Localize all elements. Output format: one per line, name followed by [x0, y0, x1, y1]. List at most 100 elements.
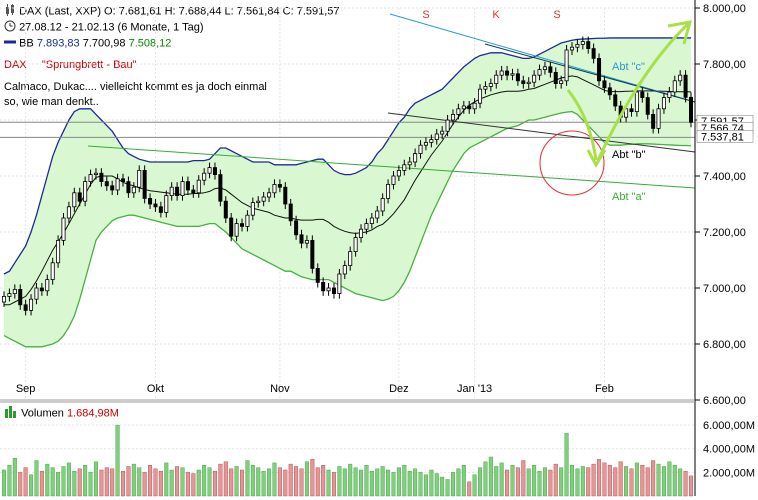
candles: [2, 36, 694, 316]
candle-body: [494, 74, 499, 84]
volume-bar: [472, 474, 477, 497]
volume-bar: [450, 472, 455, 497]
volume-bar: [537, 470, 542, 497]
candle-body: [667, 91, 672, 98]
volume-bar: [348, 463, 353, 497]
volume-bar: [202, 465, 207, 497]
candle-body: [564, 49, 569, 82]
candle-body: [56, 239, 61, 264]
candle-body: [196, 179, 201, 194]
annotations: S K S Abt "a" Abt "b" Abt "c": [422, 9, 693, 203]
volume-bar: [505, 469, 510, 497]
candle-body: [467, 105, 472, 110]
candle-body: [597, 58, 602, 82]
volume-bar: [223, 461, 228, 497]
volume-bar: [521, 460, 526, 497]
candle-body: [164, 195, 169, 213]
x-tick-label: Nov: [270, 383, 290, 395]
volume-bar: [342, 468, 347, 497]
bb-lower-value: 7.508,12: [128, 37, 172, 50]
volume-bar: [586, 467, 591, 497]
target-circle: [539, 130, 605, 196]
candle-body: [23, 304, 28, 311]
trendline-c-upper: [389, 13, 696, 103]
arrow-up: [596, 22, 690, 161]
candle-body: [207, 167, 212, 174]
note-title-right: "Sprungbrett - Bau": [41, 59, 137, 71]
candle-body: [521, 80, 526, 85]
candle-body: [391, 175, 396, 185]
candle-body: [180, 181, 185, 197]
y-tick-label: 6.600,00: [703, 395, 746, 407]
volume-bar: [402, 465, 407, 497]
candle-body: [364, 223, 369, 230]
candle-body: [61, 217, 66, 241]
candle-body: [505, 70, 510, 76]
volume-bar: [597, 459, 602, 497]
candle-body: [153, 203, 158, 208]
x-tick-label: Sep: [16, 383, 36, 395]
volume-bar: [88, 472, 93, 497]
candle-body: [418, 144, 423, 154]
volume-bar: [261, 470, 266, 497]
candle-body: [34, 287, 39, 300]
candle-body: [580, 41, 585, 45]
candle-body: [407, 161, 412, 166]
candle-body: [678, 74, 683, 82]
candle-body: [321, 281, 326, 292]
candle-body: [634, 91, 639, 113]
candle-body: [304, 239, 309, 244]
y-tick-label: 6.800,00: [703, 339, 746, 351]
candle-body: [66, 206, 71, 219]
volume-bar: [667, 461, 672, 497]
volume-bar: [131, 463, 136, 497]
candle-body: [72, 192, 77, 208]
candle-body: [18, 288, 23, 306]
y-axis: 8.000,007.800,007.600,007.400,007.200,00…: [694, 0, 754, 496]
candle-body: [223, 200, 228, 219]
candle-body: [450, 114, 455, 121]
candle-body: [256, 200, 261, 203]
candle-body: [591, 48, 596, 59]
candle-body: [126, 181, 131, 194]
volume-bar: [104, 467, 109, 497]
volume-bar: [196, 469, 201, 497]
volume-bar: [591, 463, 596, 497]
candle-body: [272, 183, 277, 194]
volume-bar: [175, 466, 180, 497]
volume-bar: [12, 457, 17, 497]
candle-body: [267, 192, 272, 198]
volume-bar: [580, 466, 585, 497]
volume-bar: [180, 467, 185, 497]
candle-body: [175, 186, 180, 196]
volume-bar: [229, 468, 234, 497]
volume-bar: [310, 459, 315, 497]
volume-bar: [148, 465, 153, 497]
candle-body: [315, 267, 320, 283]
candle-body: [645, 97, 650, 115]
volume-bar: [672, 465, 677, 497]
volume-bar: [483, 461, 488, 497]
volume-bar: [142, 472, 147, 497]
candle-body: [445, 119, 450, 132]
volume-bar: [115, 424, 120, 497]
volume-label: Volumen: [21, 407, 64, 420]
volume-bar: [467, 481, 472, 497]
candle-body: [121, 178, 126, 183]
candle-body: [359, 228, 364, 238]
volume-bar: [375, 468, 380, 497]
candle-body: [434, 133, 439, 140]
volume-bar: [326, 469, 331, 497]
shoulder-label: S: [553, 9, 560, 21]
candle-body: [651, 114, 656, 129]
note-line-2: so, wie man denkt..: [4, 96, 99, 108]
volume-bar: [488, 456, 493, 497]
volume-value: 1.684,98M: [66, 407, 119, 420]
bb-lower-line: [3, 110, 692, 348]
trendline-c-lower: [484, 43, 696, 103]
vol-tick-label: 6.000,00M: [703, 420, 755, 432]
candle-body: [602, 80, 607, 89]
volume-bar: [321, 465, 326, 497]
price-label: 7.537,81: [701, 131, 744, 143]
